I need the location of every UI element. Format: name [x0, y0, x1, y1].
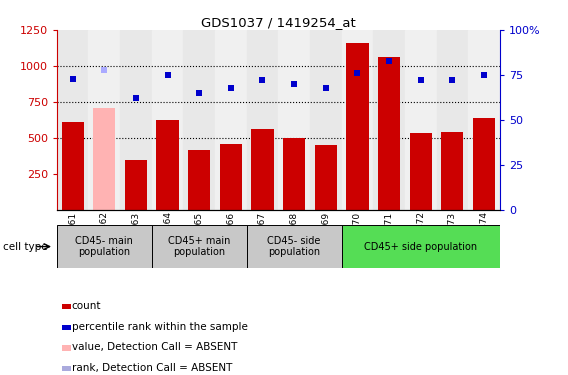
- Text: CD45+ side population: CD45+ side population: [364, 242, 477, 252]
- Bar: [62, 366, 70, 371]
- Bar: [93, 108, 115, 210]
- Text: CD45- side
population: CD45- side population: [268, 236, 321, 257]
- Bar: [247, 30, 278, 210]
- Bar: [183, 30, 215, 210]
- Bar: [378, 57, 400, 210]
- Text: CD45+ main
population: CD45+ main population: [168, 236, 231, 257]
- Bar: [441, 132, 463, 210]
- Text: CD45- main
population: CD45- main population: [76, 236, 133, 257]
- Bar: [62, 304, 70, 309]
- Bar: [220, 144, 242, 210]
- Bar: [437, 30, 468, 210]
- Bar: [341, 225, 500, 268]
- Bar: [247, 225, 341, 268]
- Text: cell type: cell type: [3, 242, 48, 252]
- Bar: [473, 118, 495, 210]
- Bar: [468, 30, 500, 210]
- Text: value, Detection Call = ABSENT: value, Detection Call = ABSENT: [72, 342, 237, 352]
- Bar: [57, 225, 152, 268]
- Bar: [373, 30, 405, 210]
- Bar: [410, 133, 432, 210]
- Bar: [310, 30, 341, 210]
- Bar: [62, 325, 70, 330]
- Bar: [61, 122, 83, 210]
- Bar: [278, 30, 310, 210]
- Text: percentile rank within the sample: percentile rank within the sample: [72, 322, 248, 332]
- Text: rank, Detection Call = ABSENT: rank, Detection Call = ABSENT: [72, 363, 232, 373]
- Bar: [346, 43, 369, 210]
- Bar: [215, 30, 247, 210]
- Bar: [252, 129, 274, 210]
- Bar: [120, 30, 152, 210]
- Bar: [89, 30, 120, 210]
- Bar: [152, 225, 247, 268]
- Bar: [405, 30, 437, 210]
- Bar: [125, 160, 147, 210]
- Bar: [57, 30, 89, 210]
- Bar: [315, 145, 337, 210]
- Bar: [188, 150, 210, 210]
- Text: count: count: [72, 301, 101, 311]
- Bar: [283, 138, 305, 210]
- Title: GDS1037 / 1419254_at: GDS1037 / 1419254_at: [201, 16, 356, 29]
- Bar: [156, 120, 178, 210]
- Bar: [341, 30, 373, 210]
- Bar: [152, 30, 183, 210]
- Bar: [62, 345, 70, 351]
